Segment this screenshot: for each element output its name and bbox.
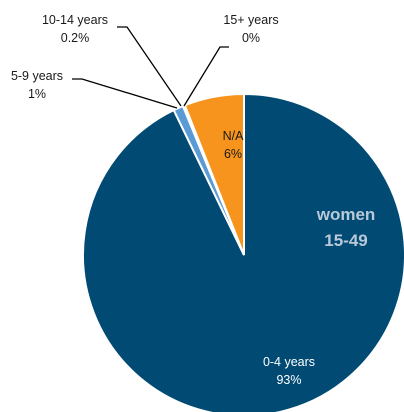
- label-10-14-years: 10-14 years: [42, 13, 108, 27]
- value-10-14-years: 0.2%: [61, 31, 90, 45]
- leader-line-10-14-years: [117, 26, 182, 107]
- value-5-9-years: 1%: [28, 87, 46, 101]
- label-na: N/A: [223, 129, 245, 143]
- value-na: 6%: [224, 147, 242, 161]
- label-0-4-years: 0-4 years: [263, 355, 315, 369]
- center-title-line-1: women: [316, 205, 376, 224]
- label-5-9-years: 5-9 years: [11, 69, 63, 83]
- value-0-4-years: 93%: [276, 373, 301, 387]
- label-15-plus-years: 15+ years: [223, 13, 278, 27]
- leader-line-15-plus-years: [183, 46, 229, 107]
- pie-slices: [82, 92, 404, 412]
- leader-line-5-9-years: [72, 78, 178, 109]
- value-15-plus-years: 0%: [242, 31, 260, 45]
- center-title-line-2: 15-49: [324, 231, 367, 250]
- leader-lines: [72, 26, 229, 109]
